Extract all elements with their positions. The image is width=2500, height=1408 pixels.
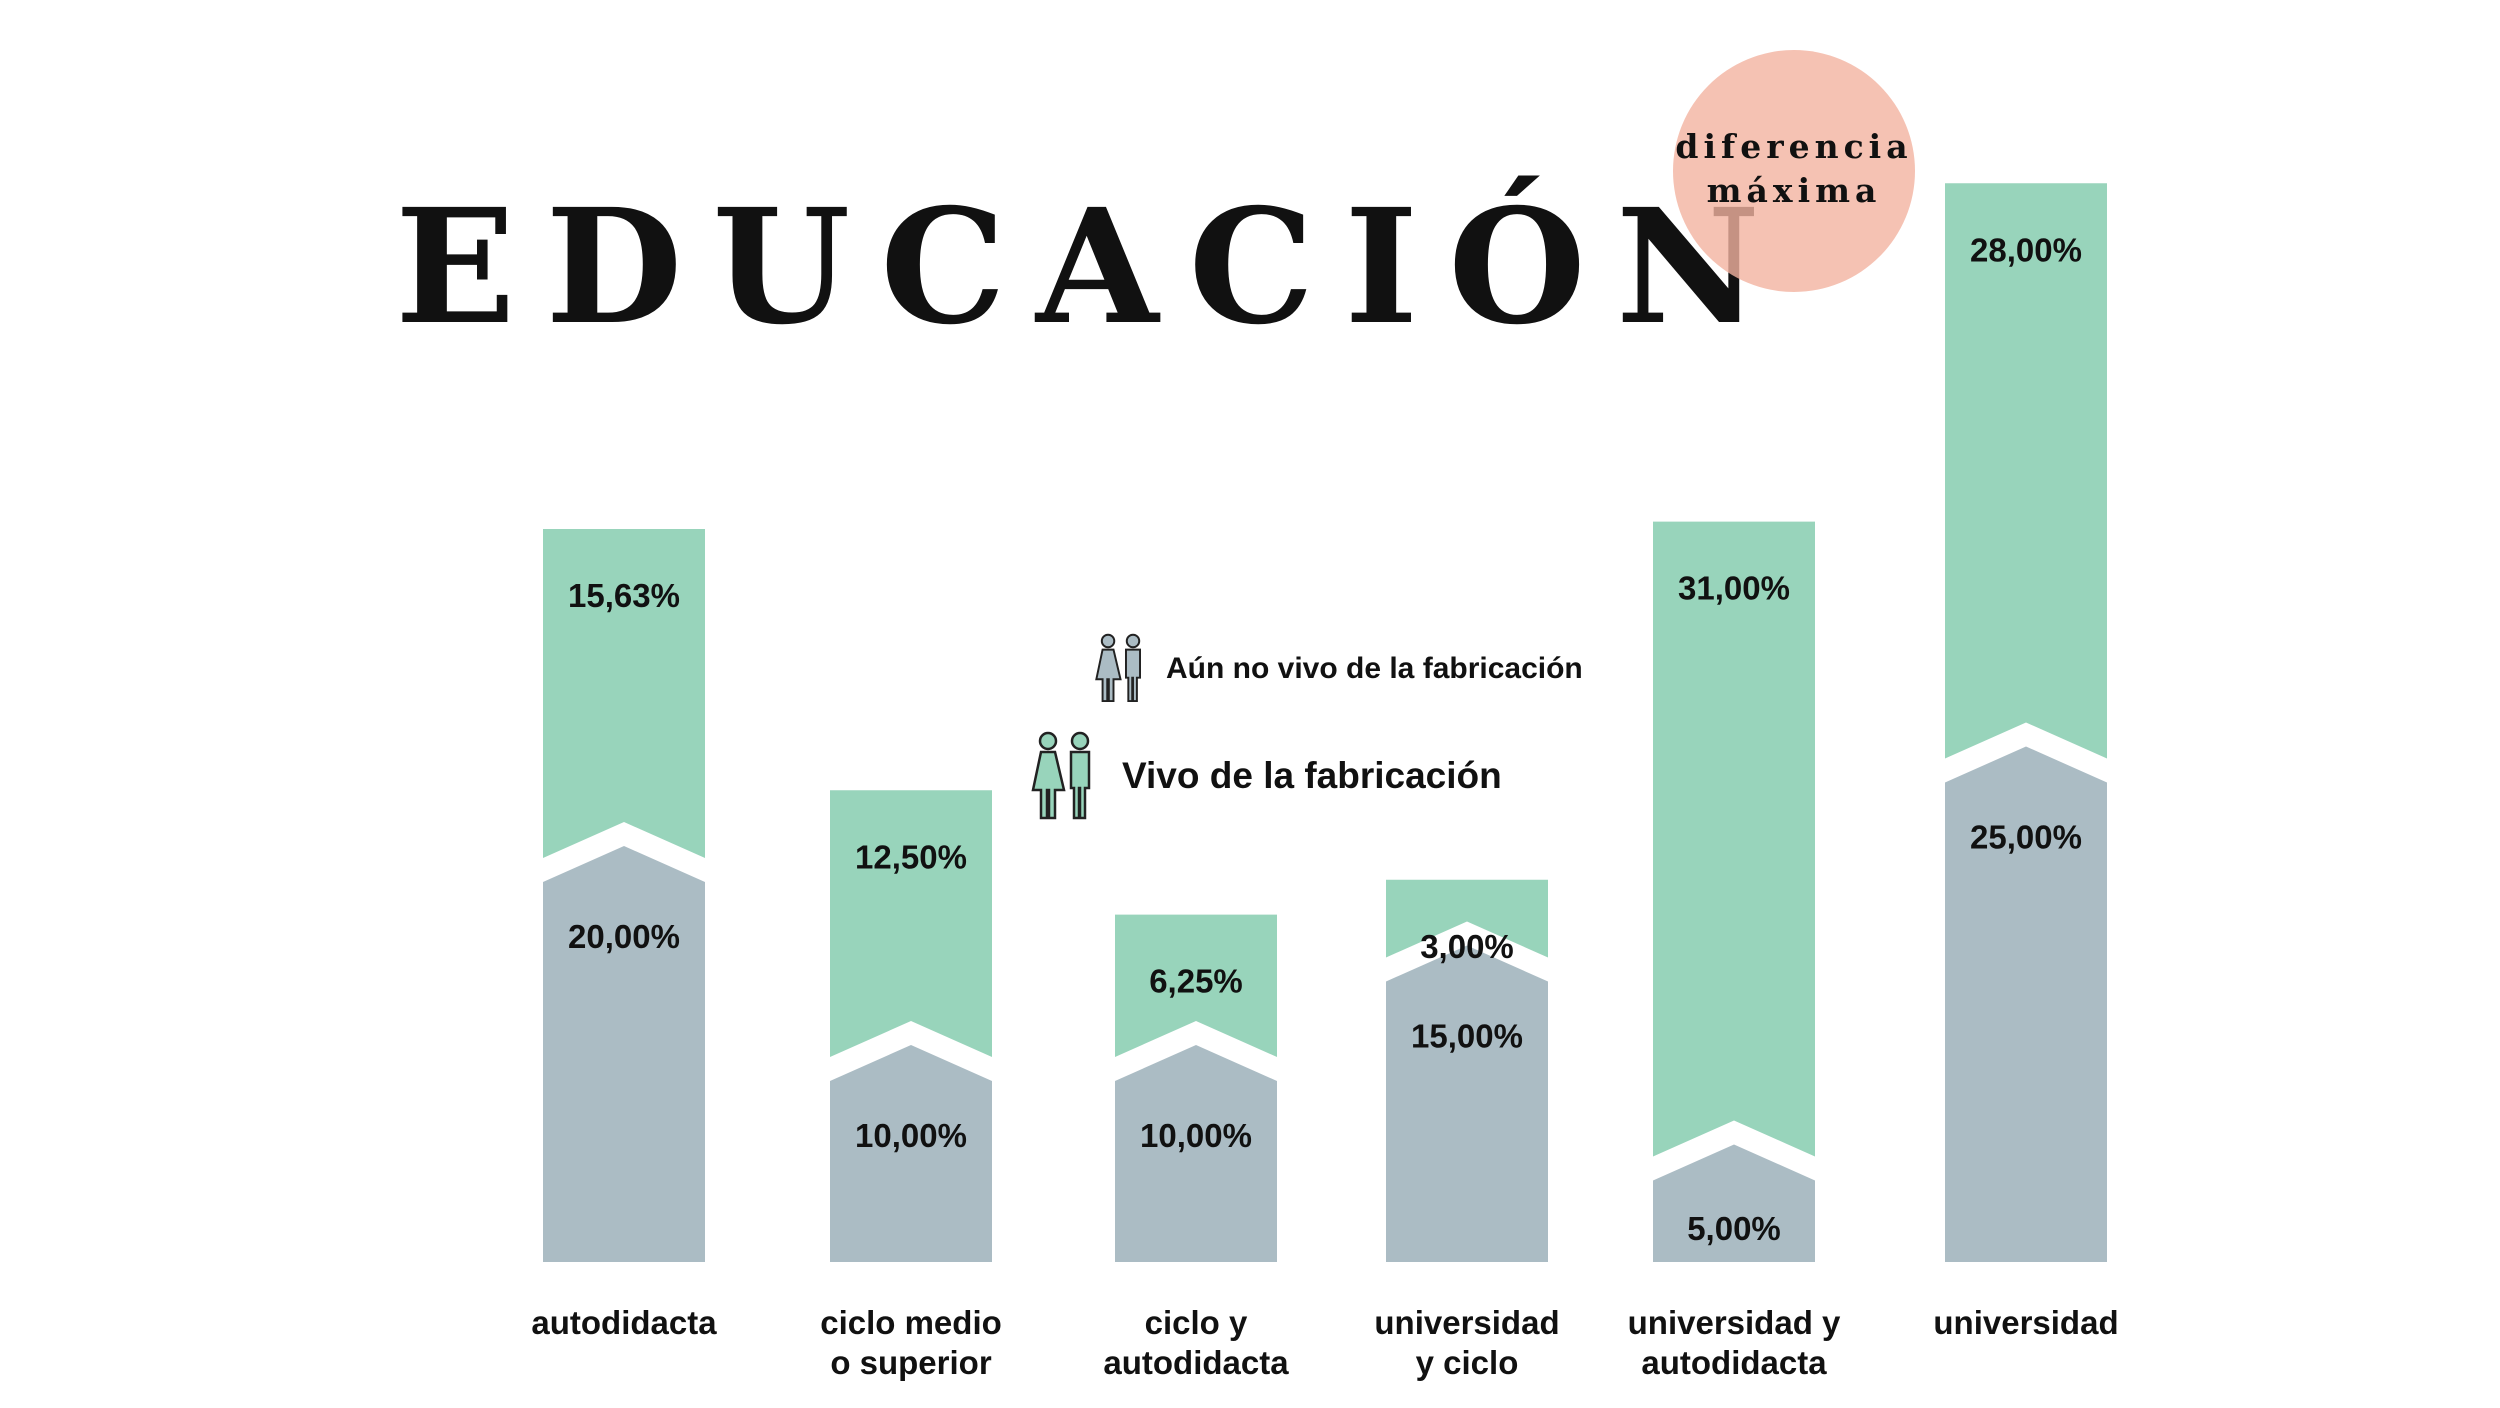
bar-not-living [830, 1045, 992, 1262]
badge-line-2: máxima [1707, 171, 1882, 210]
bar-not-living [1945, 746, 2107, 1262]
value-label-not-living: 25,00% [1970, 819, 2082, 856]
value-label-not-living: 10,00% [1140, 1117, 1252, 1154]
category-label: y ciclo [1416, 1344, 1519, 1381]
value-label-living: 15,63% [568, 577, 680, 614]
chart-title: EDUCACIÓN [395, 175, 1790, 360]
couple-icon [1031, 731, 1091, 820]
category-label: autodidacta [1641, 1344, 1827, 1381]
value-label-living: 12,50% [855, 838, 967, 875]
category-label: universidad y [1628, 1304, 1841, 1341]
bar-not-living [1386, 945, 1548, 1262]
value-label-not-living: 10,00% [855, 1117, 967, 1154]
category-label: ciclo medio [820, 1304, 1002, 1341]
legend: Aún no vivo de la fabricación Vivo de la… [1031, 633, 1583, 820]
value-label-not-living: 15,00% [1411, 1018, 1523, 1055]
category-label: autodidacta [531, 1304, 717, 1341]
bar-living [1653, 521, 1815, 1157]
bar-group: 15,63% 20,00% autodidacta [531, 528, 717, 1341]
bar-group: 28,00% 25,00% universidad [1933, 183, 2119, 1341]
value-label-living: 31,00% [1678, 570, 1790, 607]
category-label: o superior [830, 1344, 992, 1381]
category-label: universidad [1374, 1304, 1559, 1341]
category-label: autodidacta [1103, 1344, 1289, 1381]
badge-line-1: diferencia [1675, 127, 1912, 166]
legend-label-living: Vivo de la fabricación [1122, 755, 1502, 796]
bar-not-living [1115, 1045, 1277, 1262]
legend-item-living: Vivo de la fabricación [1031, 731, 1502, 820]
bar-not-living [1653, 1144, 1815, 1262]
category-label: ciclo y [1145, 1304, 1248, 1341]
legend-item-not-living: Aún no vivo de la fabricación [1095, 633, 1583, 703]
value-label-living: 3,00% [1420, 928, 1514, 965]
bar-living [1945, 183, 2107, 759]
legend-label-not-living: Aún no vivo de la fabricación [1166, 652, 1583, 685]
bar-living [1386, 879, 1548, 958]
value-label-living: 28,00% [1970, 231, 2082, 268]
value-label-living: 6,25% [1149, 963, 1243, 1000]
bar-living [543, 528, 705, 858]
value-label-not-living: 20,00% [568, 918, 680, 955]
max-difference-badge: diferencia máxima [1673, 50, 1915, 292]
value-label-not-living: 5,00% [1687, 1210, 1781, 1247]
bar-not-living [543, 846, 705, 1262]
couple-icon [1095, 633, 1141, 703]
bar-living [830, 790, 992, 1057]
bars-layer: 15,63% 20,00% autodidacta 12,50% 10,00% ciclo… [531, 183, 2119, 1381]
bar-living [1115, 914, 1277, 1057]
category-label: universidad [1933, 1304, 2118, 1341]
badge-circle [1673, 50, 1915, 292]
